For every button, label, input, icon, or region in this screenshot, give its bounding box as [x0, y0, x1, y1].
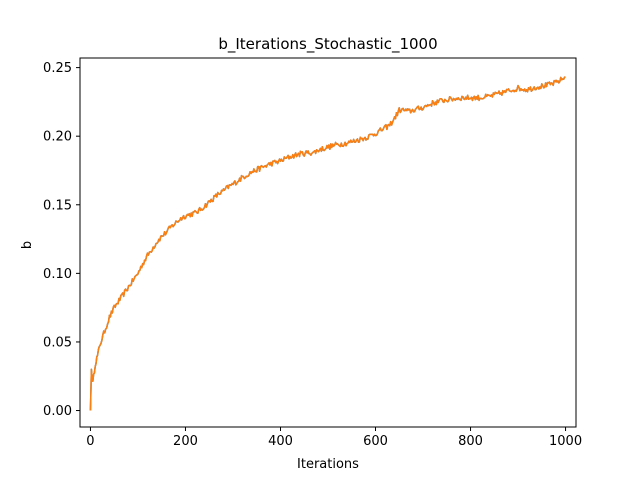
y-tick-label: 0.25 — [43, 61, 72, 76]
series-line — [89, 76, 566, 411]
y-axis: 0.00 0.05 0.10 0.15 0.20 0.25 — [43, 61, 80, 419]
x-tick-label: 600 — [363, 434, 388, 449]
chart-title: b_Iterations_Stochastic_1000 — [218, 35, 437, 54]
x-axis: 0 200 400 600 800 1000 — [86, 427, 582, 449]
axes-frame — [79, 57, 577, 428]
y-axis-title: b — [20, 241, 35, 249]
y-tick-label: 0.20 — [43, 130, 72, 145]
x-tick-label: 200 — [173, 434, 198, 449]
plot-area — [79, 57, 577, 428]
y-tick-label: 0.15 — [43, 198, 72, 213]
x-tick-label: 0 — [86, 434, 94, 449]
x-axis-title: Iterations — [297, 457, 359, 472]
y-tick-label: 0.00 — [43, 404, 72, 419]
x-tick-label: 1000 — [549, 434, 582, 449]
y-tick-label: 0.05 — [43, 335, 72, 350]
x-tick-label: 400 — [268, 434, 293, 449]
x-tick-label: 800 — [458, 434, 483, 449]
y-tick-label: 0.10 — [43, 267, 72, 282]
series-line-underlay — [89, 76, 566, 411]
